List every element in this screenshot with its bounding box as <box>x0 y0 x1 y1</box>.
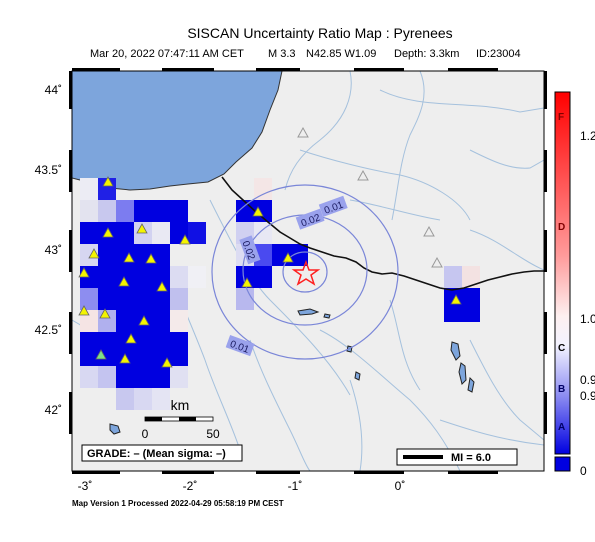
grey-stations <box>297 126 443 268</box>
event-magnitude: M 3.3 <box>268 48 296 60</box>
map-title: SISCAN Uncertainty Ratio Map : Pyrenees <box>187 25 452 41</box>
contour-label-box <box>225 334 255 357</box>
cb-grade-b: B <box>558 384 565 395</box>
colorbar: 1.2 1.0 0.9 0.9 0 F D C B A <box>554 91 595 478</box>
rivers <box>72 71 544 471</box>
lat-tick-label: 42.5˚ <box>35 323 62 337</box>
lat-tick-label: 43.5˚ <box>35 163 62 177</box>
epicenter-star <box>291 259 321 286</box>
lat-tick-label: 43˚ <box>45 243 62 257</box>
grade-box <box>81 444 243 462</box>
yellow-stations <box>78 176 462 368</box>
contour-label-box <box>239 235 261 265</box>
lon-tick-label: -2˚ <box>183 479 198 493</box>
lat-tick-label: 42˚ <box>45 403 62 417</box>
cb-label-1-0: 1.0 <box>580 312 595 326</box>
lon-tick-label: 0˚ <box>395 479 406 493</box>
map-area: 0.010.020.020.01 <box>72 71 544 471</box>
cb-grade-f: F <box>558 112 564 123</box>
scale-unit: km <box>171 397 190 413</box>
cb-label-0-9-b: 0.9 <box>580 389 595 403</box>
event-datetime: Mar 20, 2022 07:47:11 AM CET <box>90 48 244 60</box>
mi-legend-box <box>396 448 518 466</box>
country-border <box>221 176 544 291</box>
cb-label-0-9-a: 0.9 <box>580 373 595 387</box>
grade-text: GRADE: – (Mean sigma: –) <box>87 448 226 460</box>
scale-start: 0 <box>142 427 149 441</box>
mi-legend-text: MI = 6.0 <box>451 452 491 464</box>
scale-bar: km 0 50 <box>142 397 220 441</box>
contour-label-box <box>295 208 325 230</box>
event-location: N42.85 W1.09 <box>306 48 376 60</box>
cb-grade-d: D <box>558 222 565 233</box>
lon-tick-label: -1˚ <box>288 479 303 493</box>
lon-tick-label: -3˚ <box>78 479 93 493</box>
event-id: ID:23004 <box>476 48 521 60</box>
frame-ticks <box>69 68 547 474</box>
lon-tick-labels: -3˚ -2˚ -1˚ 0˚ <box>78 479 406 493</box>
scale-end: 50 <box>206 427 220 441</box>
cb-grade-c: C <box>558 343 565 354</box>
contour-label-box <box>318 195 348 217</box>
lat-tick-labels: 44˚ 43.5˚ 43˚ 42.5˚ 42˚ <box>35 83 62 417</box>
event-depth: Depth: 3.3km <box>394 48 459 60</box>
mi-line <box>403 455 443 459</box>
lat-tick-label: 44˚ <box>45 83 62 97</box>
footer-text: Map Version 1 Processed 2022-04-29 05:58… <box>72 499 284 508</box>
green-station <box>95 349 107 360</box>
cb-label-0: 0 <box>580 464 587 478</box>
cb-grade-a: A <box>558 422 565 433</box>
lakes <box>109 308 475 435</box>
grid-cells-dark <box>80 178 480 388</box>
cb-label-1-2: 1.2 <box>580 129 595 143</box>
